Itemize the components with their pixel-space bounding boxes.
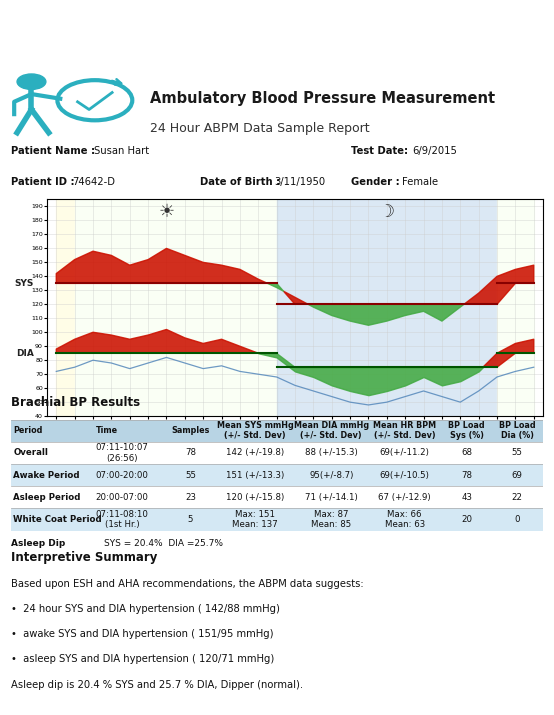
Bar bbox=[75, 199, 276, 416]
Text: SYS: SYS bbox=[15, 279, 34, 288]
Text: •  awake SYS and DIA hypertension ( 151/95 mmHg): • awake SYS and DIA hypertension ( 151/9… bbox=[11, 629, 274, 639]
Text: Patient Name :: Patient Name : bbox=[11, 146, 95, 156]
Text: Date of Birth :: Date of Birth : bbox=[200, 177, 280, 187]
Text: Based upon ESH and AHA recommendations, the ABPM data suggests:: Based upon ESH and AHA recommendations, … bbox=[11, 579, 364, 589]
Text: Test Date:: Test Date: bbox=[351, 146, 409, 156]
Text: Female: Female bbox=[402, 177, 438, 187]
Bar bbox=[11, 420, 543, 442]
Bar bbox=[497, 199, 534, 416]
Text: 120 (+/-15.8): 120 (+/-15.8) bbox=[226, 493, 284, 502]
Text: 23: 23 bbox=[185, 493, 196, 502]
Text: ☀: ☀ bbox=[158, 203, 175, 221]
Text: DIA: DIA bbox=[17, 349, 34, 358]
Text: 71 (+/-14.1): 71 (+/-14.1) bbox=[305, 493, 358, 502]
Text: Overall: Overall bbox=[13, 448, 48, 458]
Text: BP Load
Dia (%): BP Load Dia (%) bbox=[499, 421, 535, 440]
Text: Asleep dip is 20.4 % SYS and 25.7 % DIA, Dipper (normal).: Asleep dip is 20.4 % SYS and 25.7 % DIA,… bbox=[11, 679, 303, 689]
Text: ☽: ☽ bbox=[379, 203, 395, 221]
Text: Mean DIA mmHg
(+/- Std. Dev): Mean DIA mmHg (+/- Std. Dev) bbox=[294, 421, 369, 440]
Text: Asleep Period: Asleep Period bbox=[13, 493, 80, 502]
Text: 5: 5 bbox=[188, 515, 193, 524]
Text: 95(+/-8.7): 95(+/-8.7) bbox=[309, 470, 353, 480]
Text: 55: 55 bbox=[185, 470, 196, 480]
Circle shape bbox=[17, 74, 46, 89]
Text: 55: 55 bbox=[512, 448, 522, 458]
Text: BP Load
Sys (%): BP Load Sys (%) bbox=[448, 421, 485, 440]
Text: 67 (+/-12.9): 67 (+/-12.9) bbox=[378, 493, 431, 502]
Text: Period: Period bbox=[13, 426, 43, 435]
Text: Ambulatory: Ambulatory bbox=[466, 14, 542, 26]
Text: 88 (+/-15.3): 88 (+/-15.3) bbox=[305, 448, 358, 458]
Text: Max: 66
Mean: 63: Max: 66 Mean: 63 bbox=[384, 510, 425, 529]
Text: 24 Hour ABPM Data Sample Report: 24 Hour ABPM Data Sample Report bbox=[150, 122, 369, 135]
Text: 78: 78 bbox=[185, 448, 196, 458]
Text: 69(+/-10.5): 69(+/-10.5) bbox=[379, 470, 429, 480]
Text: 20:00-07:00: 20:00-07:00 bbox=[96, 493, 148, 502]
Text: •  asleep SYS and DIA hypertension ( 120/71 mmHg): • asleep SYS and DIA hypertension ( 120/… bbox=[11, 654, 274, 664]
Text: 6/9/2015: 6/9/2015 bbox=[413, 146, 458, 156]
Text: Brachial BP Results: Brachial BP Results bbox=[11, 395, 140, 408]
Bar bbox=[57, 199, 75, 416]
Text: White Coat Period: White Coat Period bbox=[13, 515, 102, 524]
Text: Max: 151
Mean: 137: Max: 151 Mean: 137 bbox=[232, 510, 278, 529]
Bar bbox=[11, 508, 543, 531]
Text: 69: 69 bbox=[512, 470, 522, 480]
Text: Gender :: Gender : bbox=[351, 177, 400, 187]
Text: Max: 87
Mean: 85: Max: 87 Mean: 85 bbox=[311, 510, 351, 529]
Bar bbox=[11, 442, 543, 464]
Text: Awake Period: Awake Period bbox=[13, 470, 80, 480]
Bar bbox=[11, 486, 543, 508]
Text: Interpretive Summary: Interpretive Summary bbox=[11, 551, 157, 563]
Text: 07:00-20:00: 07:00-20:00 bbox=[96, 470, 148, 480]
Text: 0: 0 bbox=[514, 515, 520, 524]
Text: 3/11/1950: 3/11/1950 bbox=[274, 177, 325, 187]
Text: 142 (+/-19.8): 142 (+/-19.8) bbox=[226, 448, 284, 458]
Text: Asleep Dip: Asleep Dip bbox=[11, 539, 65, 548]
Text: 68: 68 bbox=[461, 448, 472, 458]
Text: Susan Hart: Susan Hart bbox=[94, 146, 148, 156]
Text: •  24 hour SYS and DIA hypertension ( 142/88 mmHg): • 24 hour SYS and DIA hypertension ( 142… bbox=[11, 604, 280, 614]
Text: Time: Time bbox=[96, 426, 118, 435]
Text: 20: 20 bbox=[461, 515, 472, 524]
Text: 43: 43 bbox=[461, 493, 472, 502]
Text: 22: 22 bbox=[512, 493, 522, 502]
Text: 24: 24 bbox=[466, 34, 492, 52]
Text: SYS = 20.4%  DIA =25.7%: SYS = 20.4% DIA =25.7% bbox=[104, 539, 223, 548]
X-axis label: Time: Time bbox=[286, 428, 304, 437]
Text: 07:11-08:10
(1st Hr.): 07:11-08:10 (1st Hr.) bbox=[96, 510, 148, 529]
Text: 69(+/-11.2): 69(+/-11.2) bbox=[379, 448, 429, 458]
Text: Mean HR BPM
(+/- Std. Dev): Mean HR BPM (+/- Std. Dev) bbox=[373, 421, 436, 440]
Text: Patient ID :: Patient ID : bbox=[11, 177, 75, 187]
Text: 78: 78 bbox=[461, 470, 472, 480]
Bar bbox=[11, 464, 543, 486]
Text: Ambulatory Blood Pressure Measurement: Ambulatory Blood Pressure Measurement bbox=[150, 91, 495, 106]
Text: Samples: Samples bbox=[171, 426, 210, 435]
Text: Mean SYS mmHg
(+/- Std. Dev): Mean SYS mmHg (+/- Std. Dev) bbox=[217, 421, 294, 440]
Text: 151 (+/-13.3): 151 (+/-13.3) bbox=[226, 470, 284, 480]
Bar bbox=[276, 199, 497, 416]
Text: 07:11-10:07
(26:56): 07:11-10:07 (26:56) bbox=[96, 443, 148, 463]
Text: 74642-D: 74642-D bbox=[72, 177, 115, 187]
